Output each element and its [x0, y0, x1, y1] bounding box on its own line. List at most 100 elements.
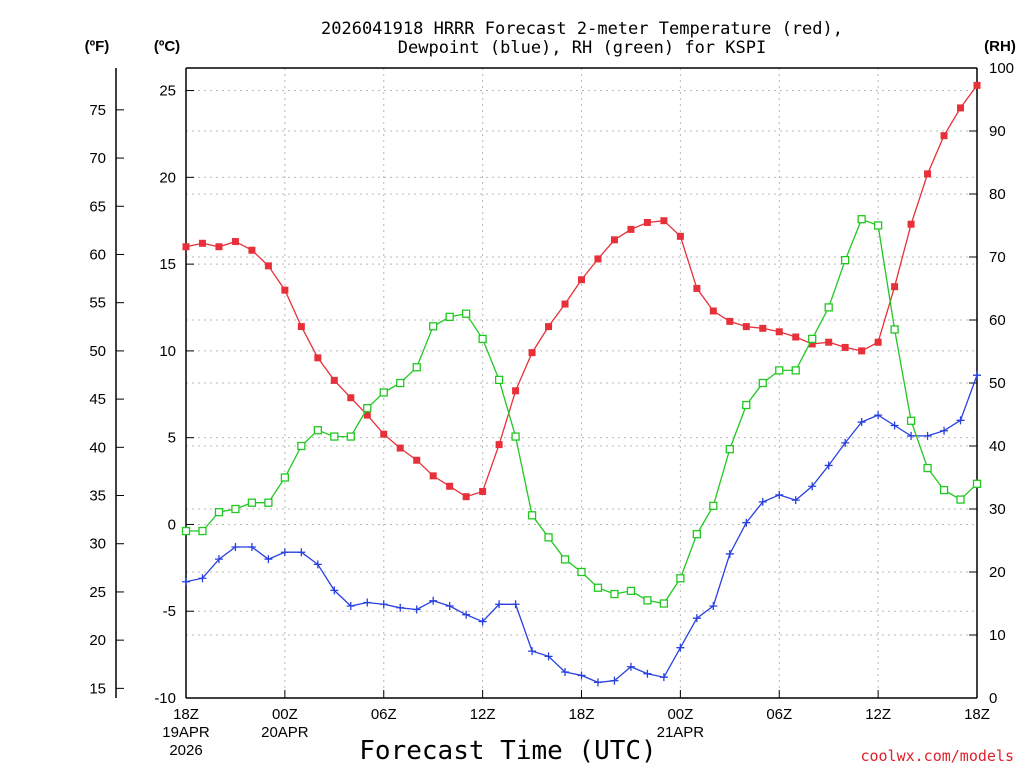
temperature-point	[676, 232, 684, 240]
temperature-point	[742, 323, 750, 331]
dewpoint-point	[973, 371, 981, 380]
temperature-point	[446, 482, 454, 490]
rh-point	[791, 366, 800, 375]
dewpoint-point	[412, 605, 421, 614]
temperature-point	[759, 324, 767, 332]
fahrenheit-tick-label: 75	[89, 102, 106, 119]
temperature-point	[578, 276, 585, 284]
dewpoint-point	[363, 598, 372, 607]
x-tick-label: 19APR	[162, 724, 210, 741]
x-tick-label: 20APR	[261, 724, 309, 741]
temperature-point	[512, 387, 520, 395]
temperature-point	[841, 343, 849, 351]
fahrenheit-axis-unit: (ºF)	[85, 38, 110, 55]
rh-point	[214, 507, 224, 517]
temperature-point	[792, 333, 800, 341]
celsius-axis-unit: (ºC)	[154, 38, 180, 55]
rh-point	[363, 404, 372, 413]
fahrenheit-tick-label: 35	[89, 488, 106, 505]
x-tick-label: 18Z	[569, 706, 595, 723]
dewpoint-point	[956, 416, 965, 425]
rh-point	[972, 479, 982, 488]
fahrenheit-tick-label: 60	[89, 246, 106, 263]
x-axis-label: Forecast Time (UTC)	[359, 736, 656, 766]
rh-point	[643, 596, 652, 605]
temperature-point	[973, 81, 981, 89]
dewpoint-point	[709, 602, 718, 611]
rh-point	[396, 378, 405, 388]
dewpoint-point	[808, 482, 817, 491]
temperature-point	[627, 225, 635, 233]
temperature-point	[330, 376, 338, 384]
x-tick-label: 06Z	[766, 706, 792, 723]
celsius-tick-label: 25	[159, 83, 176, 100]
rh-tick-label: 70	[989, 249, 1006, 266]
dewpoint-point	[758, 497, 767, 506]
temperature-point	[891, 283, 899, 291]
rh-tick-label: 30	[989, 501, 1006, 518]
dewpoint-point	[330, 586, 339, 595]
rh-point	[264, 498, 273, 507]
rh-tick-label: 60	[989, 312, 1006, 329]
rh-point	[692, 530, 702, 539]
dewpoint-point	[396, 603, 405, 612]
dewpoint-point	[495, 600, 504, 609]
x-tick-label: 18Z	[964, 706, 990, 723]
dewpoint-point	[857, 418, 866, 427]
rh-point	[857, 215, 866, 224]
rh-point	[198, 526, 207, 536]
dewpoint-point	[544, 652, 553, 661]
fahrenheit-tick-label: 30	[89, 536, 106, 553]
dewpoint-point	[742, 518, 751, 527]
dewpoint-point	[346, 602, 355, 611]
dewpoint-point	[775, 490, 784, 499]
dewpoint-point	[907, 431, 916, 440]
celsius-tick-label: -10	[154, 690, 176, 707]
dewpoint-point	[478, 617, 487, 626]
x-tick-label: 2026	[169, 742, 202, 759]
dewpoint-point	[214, 555, 223, 564]
axes	[115, 67, 978, 699]
dewpoint-point	[280, 548, 289, 557]
rh-point	[511, 432, 520, 441]
grid-lines	[186, 68, 977, 698]
dewpoint-point	[725, 549, 734, 558]
rh-point	[280, 473, 290, 482]
x-tick-label: 12Z	[865, 706, 891, 723]
temperature-point	[215, 243, 223, 251]
rh-point	[577, 567, 586, 577]
x-tick-label: 12Z	[470, 706, 496, 723]
rh-point	[478, 334, 487, 344]
rh-point	[610, 589, 619, 599]
rh-point	[923, 463, 932, 473]
rh-point	[297, 441, 306, 451]
rh-point	[956, 495, 965, 504]
temperature-point	[182, 243, 190, 251]
temperature-point	[825, 338, 833, 346]
temperature-point	[726, 317, 734, 325]
x-tick-label: 06Z	[371, 706, 397, 723]
chart-title-line2: Dewpoint (blue), RH (green) for KSPI	[398, 38, 766, 58]
dewpoint-point	[379, 600, 388, 609]
x-tick-label: 21APR	[657, 724, 705, 741]
dewpoint-point	[297, 548, 306, 557]
celsius-tick-label: 15	[159, 256, 176, 273]
dewpoint-point	[593, 678, 602, 687]
rh-point	[313, 426, 322, 435]
temperature-point	[347, 394, 355, 402]
rh-point	[379, 388, 388, 397]
rh-point	[742, 400, 751, 410]
rh-tick-label: 100	[989, 60, 1014, 77]
rh-point	[412, 363, 421, 372]
dewpoint-point	[692, 614, 701, 623]
fahrenheit-tick-label: 25	[89, 584, 106, 601]
temperature-point	[874, 338, 882, 346]
celsius-tick-label: 20	[159, 169, 176, 186]
temperature-point	[281, 286, 289, 294]
dewpoint-point	[528, 647, 537, 656]
temperature-point	[380, 430, 388, 438]
dewpoint-point	[626, 662, 635, 671]
rh-point	[346, 432, 355, 441]
dewpoint-point	[643, 669, 652, 678]
